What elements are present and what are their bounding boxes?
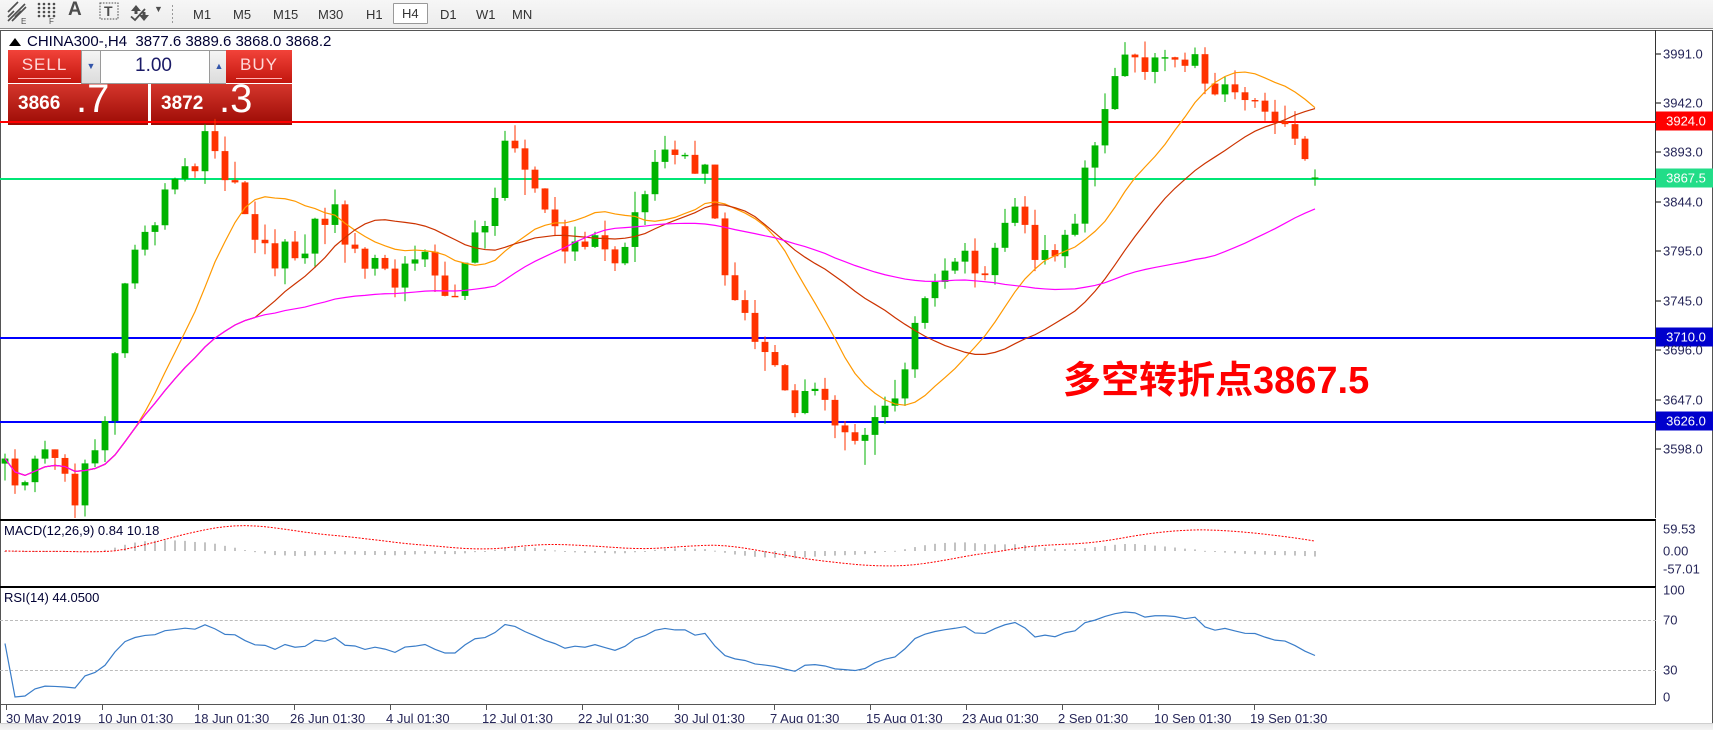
svg-text:F: F (49, 17, 54, 25)
svg-text:T: T (104, 3, 113, 19)
svg-text:E: E (21, 17, 26, 25)
